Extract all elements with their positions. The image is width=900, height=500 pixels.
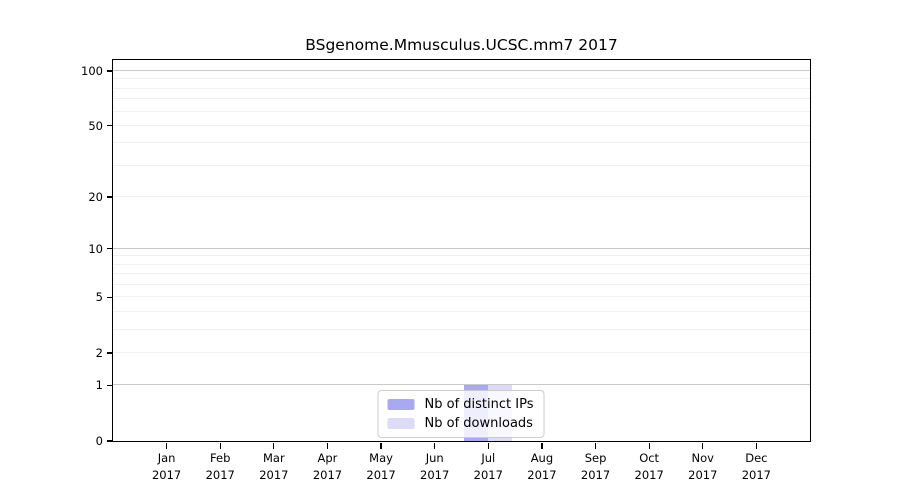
x-tick-label: Aug 2017 — [527, 451, 557, 482]
y-tick-mark — [106, 70, 113, 72]
x-tick-mark — [380, 442, 382, 449]
x-tick-mark — [648, 442, 650, 449]
y-tick-mark — [106, 440, 113, 442]
y-tick-label: 50 — [88, 118, 103, 133]
downloads-swatch-icon — [387, 417, 415, 429]
y-tick-mark — [106, 125, 113, 127]
y-tick-label: 5 — [95, 290, 103, 305]
x-tick-mark — [487, 442, 489, 449]
gridline-minor — [112, 351, 810, 353]
x-tick-mark — [326, 442, 329, 449]
gridline-major — [112, 70, 810, 72]
gridline-minor — [112, 328, 810, 330]
x-tick-mark — [166, 442, 168, 449]
x-tick-label: Dec 2017 — [741, 451, 772, 482]
gridline-major — [112, 247, 810, 249]
x-tick-mark — [434, 442, 436, 449]
x-tick-label: Feb 2017 — [205, 451, 235, 482]
gridline-minor — [112, 195, 810, 197]
x-tick-mark — [702, 442, 704, 449]
x-tick-mark — [594, 442, 597, 449]
y-tick-mark — [106, 352, 113, 354]
y-tick-label: 0 — [95, 434, 103, 448]
gridline-minor — [112, 124, 810, 126]
x-tick-label: May 2017 — [366, 451, 396, 482]
y-tick-label: 10 — [88, 241, 103, 256]
gridline-minor — [112, 87, 810, 89]
x-tick-mark — [273, 442, 275, 449]
x-tick-mark — [755, 442, 757, 449]
gridline-minor — [112, 273, 810, 275]
y-tick-mark — [106, 196, 113, 198]
gridline-minor — [112, 311, 810, 312]
x-tick-mark — [541, 442, 543, 449]
gridline-minor — [112, 78, 810, 80]
x-tick-label: Jul 2017 — [473, 451, 503, 482]
gridline-minor — [112, 263, 810, 265]
gridline-minor — [112, 142, 810, 144]
y-tick-mark — [106, 296, 113, 298]
x-tick-label: Sep 2017 — [580, 451, 611, 482]
plot-area: Nb of distinct IPs Nb of downloads — [111, 58, 811, 442]
legend-item-downloads: Nb of downloads — [387, 415, 534, 431]
chart-title: BSgenome.Mmusculus.UCSC.mm7 2017 — [305, 36, 618, 54]
x-tick-label: Oct 2017 — [634, 451, 664, 482]
legend: Nb of distinct IPs Nb of downloads — [377, 389, 545, 438]
y-tick-label: 20 — [88, 189, 103, 204]
gridline-minor — [112, 296, 810, 298]
legend-label-distinct-ips: Nb of distinct IPs — [424, 396, 534, 412]
legend-item-distinct-ips: Nb of distinct IPs — [387, 396, 534, 412]
y-tick-mark — [106, 248, 113, 250]
y-tick-label: 100 — [81, 64, 103, 79]
y-tick-mark — [106, 384, 113, 387]
x-tick-label: Jan 2017 — [151, 451, 182, 482]
gridline-minor — [112, 255, 810, 257]
y-tick-label: 2 — [95, 345, 103, 360]
x-tick-label: Nov 2017 — [688, 451, 718, 482]
legend-label-downloads: Nb of downloads — [424, 415, 533, 431]
x-tick-label: Apr 2017 — [312, 451, 343, 482]
gridline-minor — [112, 110, 810, 112]
gridline-minor — [112, 98, 810, 100]
distinct-ips-swatch-icon — [387, 398, 415, 410]
x-tick-label: Jun 2017 — [420, 451, 450, 482]
x-tick-label: Mar 2017 — [259, 451, 289, 482]
gridline-minor — [112, 284, 810, 286]
y-tick-label: 1 — [95, 378, 103, 393]
x-tick-mark — [219, 442, 221, 449]
gridline-minor — [112, 164, 810, 166]
gridline-major — [112, 384, 810, 386]
